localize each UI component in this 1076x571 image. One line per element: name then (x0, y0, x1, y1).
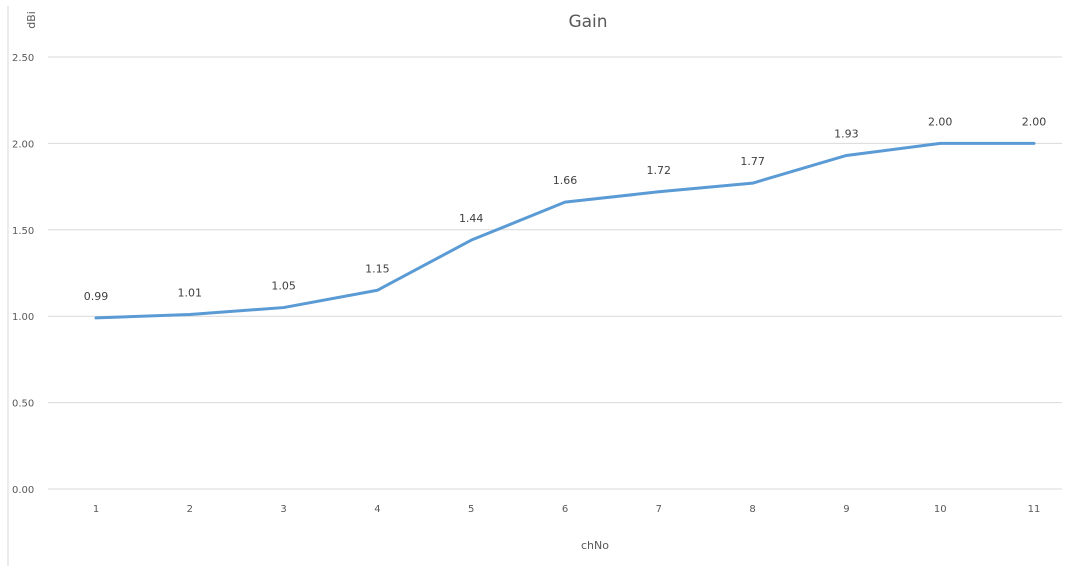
x-tick-label: 1 (93, 504, 99, 515)
data-labels: 0.99 1.01 1.05 1.15 1.44 1.66 1.72 1.77 1.93 2.00… (84, 115, 1047, 303)
y-axis-title: dBi (25, 11, 38, 29)
data-label: 1.05 (271, 280, 296, 293)
y-tick-label: 1.00 (12, 312, 34, 323)
data-label: 1.72 (647, 164, 672, 177)
chart-title: Gain (568, 12, 607, 32)
data-label: 1.44 (459, 212, 484, 225)
data-label: 1.01 (178, 286, 203, 299)
series-line-0 (94, 141, 1036, 320)
y-tick-label: 2.00 (12, 139, 34, 150)
x-tick-label: 3 (280, 504, 286, 515)
x-tick-label: 6 (562, 504, 568, 515)
data-label: 1.77 (740, 155, 765, 168)
x-axis-tick-labels: 1 2 3 4 5 6 7 8 9 10 11 (93, 504, 1041, 515)
data-label: 2.00 (1022, 115, 1047, 128)
series-layer (94, 141, 1036, 320)
data-label: 1.15 (365, 262, 390, 275)
y-tick-label: 1.50 (12, 226, 34, 237)
x-tick-label: 10 (934, 504, 947, 515)
x-tick-label: 7 (656, 504, 662, 515)
x-tick-label: 4 (374, 504, 380, 515)
data-label: 0.99 (84, 290, 109, 303)
gridlines (48, 56, 1062, 490)
x-axis-title: chNo (581, 539, 609, 552)
x-tick-label: 11 (1028, 504, 1041, 515)
y-tick-label: 2.50 (12, 53, 34, 64)
data-label: 2.00 (928, 115, 953, 128)
y-axis-tick-labels: 0.00 0.50 1.00 1.50 2.00 2.50 (12, 53, 34, 496)
y-tick-label: 0.00 (12, 485, 34, 496)
data-label: 1.66 (553, 174, 578, 187)
x-tick-label: 8 (749, 504, 755, 515)
x-tick-label: 5 (468, 504, 474, 515)
y-tick-label: 0.50 (12, 399, 34, 410)
x-tick-label: 2 (187, 504, 193, 515)
data-label: 1.93 (834, 127, 859, 140)
x-tick-label: 9 (843, 504, 849, 515)
